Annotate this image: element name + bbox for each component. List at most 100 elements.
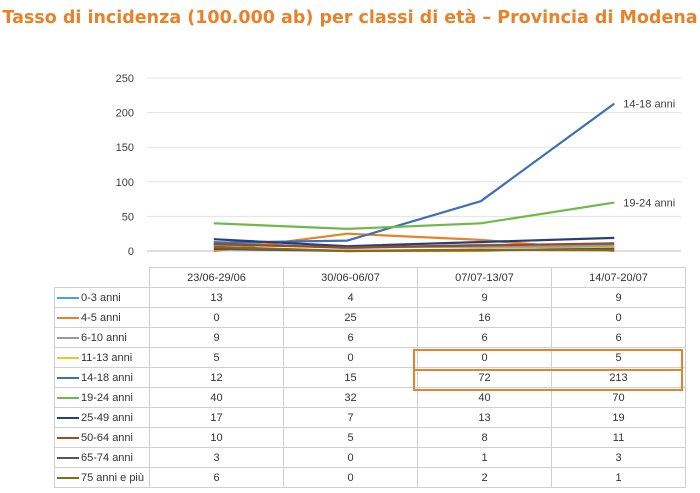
series-line-6 [213,236,615,248]
legend-key-line [57,396,79,399]
data-table: 23/06-29/06 30/06-06/07 07/07-13/07 14/07-2… [54,267,686,488]
legend-entry: 75 anni e più [54,467,150,488]
table-cell: 0 [283,447,418,468]
y-tick-label: 250 [116,73,134,85]
y-axis-ticks: 0 50 100 150 200 250 [116,73,134,258]
legend-label: 19-24 anni [81,391,133,404]
legend-key-line [57,416,79,419]
table-cell: 5 [283,427,418,448]
legend-entry: 0-3 anni [54,287,150,308]
x-tick-label: 14/07-20/07 [551,267,686,288]
table-cell: 7 [283,407,418,428]
table-row: 25-49 anni 17 7 13 19 [54,407,686,428]
table-cell: 0 [283,467,418,488]
table-cell: 0 [551,307,686,328]
legend-key-line [57,296,79,299]
legend-entry: 50-64 anni [54,427,150,448]
legend-label: 25-49 anni [81,411,133,424]
table-cell: 6 [417,327,552,348]
legend-entry: 4-5 anni [54,307,150,328]
legend-key-line [57,376,79,379]
table-cell: 0 [283,347,418,368]
legend-entry: 65-74 anni [54,447,150,468]
table-cell: 11 [551,427,686,448]
table-cell: 9 [417,287,552,308]
table-row: 11-13 anni 5 0 0 5 [54,347,686,368]
table-cell: 6 [551,327,686,348]
table-cell: 1 [417,447,552,468]
table-cell: 10 [149,427,284,448]
table-row: 6-10 anni 9 6 6 6 [54,327,686,348]
legend-label: 75 anni e più [81,471,144,484]
table-cell: 3 [551,447,686,468]
table-cell: 40 [149,387,284,408]
table-cell: 0 [149,307,284,328]
table-cell: 16 [417,307,552,328]
table-row: 75 anni e più 6 0 2 1 [54,467,686,488]
table-corner [55,268,150,288]
table-cell: 15 [283,367,418,388]
chart-title: Tasso di incidenza (100.000 ab) per clas… [2,8,698,28]
legend-entry: 6-10 anni [54,327,150,348]
series-lines [213,102,615,253]
series-annotation: 19-24 anni [623,198,675,210]
table-cell: 9 [551,287,686,308]
series-line-9 [213,245,615,253]
y-tick-label: 50 [122,211,134,223]
legend-key-line [57,316,79,319]
legend-label: 6-10 anni [81,331,127,344]
legend-key-line [57,476,79,479]
legend-entry: 14-18 anni [54,367,150,388]
legend-label: 14-18 anni [81,371,133,384]
table-cell: 13 [149,287,284,308]
table-cell: 13 [417,407,552,428]
x-tick-label: 30/06-06/07 [283,267,418,288]
legend-label: 50-64 anni [81,431,133,444]
legend-label: 11-13 anni [81,351,133,364]
table-cell: 5 [149,347,284,368]
series-line-4 [213,102,615,244]
table-cell: 25 [283,307,418,328]
table-cell: 9 [149,327,284,348]
table-cell: 4 [283,287,418,308]
y-tick-label: 100 [116,177,134,189]
series-annotation: 14-18 anni [623,99,675,111]
table-cell: 32 [283,387,418,408]
y-tick-label: 200 [116,108,134,120]
legend-key-line [57,356,79,359]
legend-key-line [57,336,79,339]
legend-entry: 25-49 anni [54,407,150,428]
table-row: 19-24 anni 40 32 40 70 [54,387,686,408]
table-cell: 1 [551,467,686,488]
table-cell: 2 [417,467,552,488]
legend-key-line [57,456,79,459]
line-chart: 0 50 100 150 200 250 14-18 anni 19-24 anni [116,73,681,258]
table-cell: 6 [149,467,284,488]
series-line-5 [213,201,615,230]
highlight-box-14-18 [413,349,683,371]
table-cell: 19 [551,407,686,428]
series-line-7 [213,242,615,249]
table-row: 4-5 anni 0 25 16 0 [54,307,686,328]
legend-entry: 19-24 anni [54,387,150,408]
table-row: 65-74 anni 3 0 1 3 [54,447,686,468]
legend-entry: 11-13 anni [54,347,150,368]
highlight-box-19-24 [413,369,683,391]
legend-label: 0-3 anni [81,291,121,304]
y-tick-label: 150 [116,142,134,154]
x-tick-label: 07/07-13/07 [417,267,552,288]
table-cell: 12 [149,367,284,388]
y-tick-label: 0 [128,246,134,258]
table-cell: 8 [417,427,552,448]
table-cell: 17 [149,407,284,428]
legend-label: 4-5 anni [81,311,121,324]
x-tick-label: 23/06-29/06 [149,267,284,288]
table-row: 0-3 anni 13 4 9 9 [54,287,686,308]
table-row: 50-64 anni 10 5 8 11 [54,427,686,448]
table-header-row: 23/06-29/06 30/06-06/07 07/07-13/07 14/07-2… [55,267,686,288]
data-labels: 14-18 anni 19-24 anni [623,99,675,210]
legend-label: 65-74 anni [81,451,133,464]
table-cell: 3 [149,447,284,468]
table-cell: 6 [283,327,418,348]
legend-key-line [57,436,79,439]
